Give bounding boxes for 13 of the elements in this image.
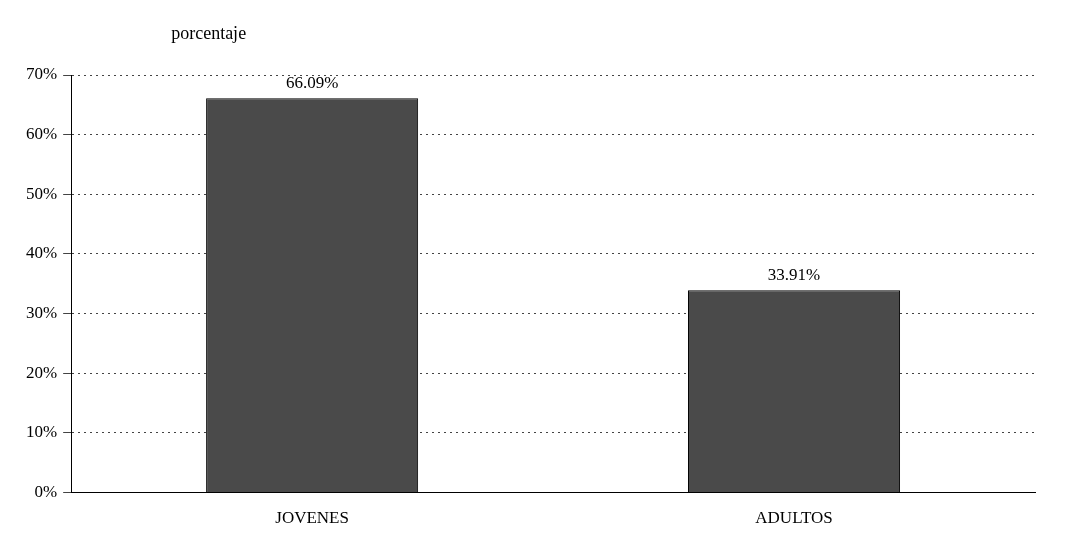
y-tick-label: 60% [25,124,58,144]
y-tick-label: 0% [34,482,58,502]
x-tick-label: JOVENES [275,508,349,528]
data-label: 33.91% [767,265,821,285]
y-tick-label: 10% [25,422,58,442]
y-tick-label: 20% [25,362,58,382]
y-tick-label: 40% [25,243,58,263]
y-tick-label: 30% [25,303,58,323]
y-axis-title: porcentaje [171,22,247,43]
y-tick-label: 70% [25,64,58,84]
data-label: 66.09% [285,73,339,93]
y-tick-label: 50% [25,183,58,203]
x-tick-label: ADULTOS [755,508,833,528]
